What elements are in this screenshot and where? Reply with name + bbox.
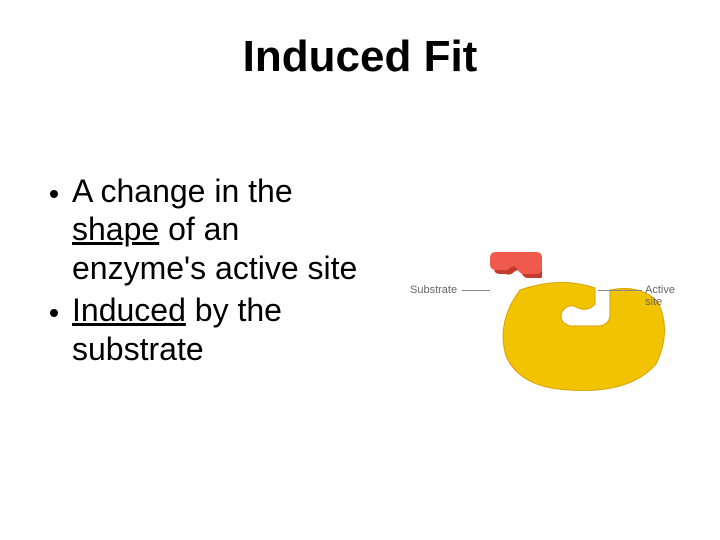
- enzyme-path: [503, 282, 664, 390]
- bullet-item: A change in the shape of an enzyme's act…: [50, 172, 380, 287]
- substrate-shape-icon: [490, 250, 542, 282]
- bullet-underline: shape: [72, 211, 159, 247]
- bullet-list: A change in the shape of an enzyme's act…: [50, 172, 380, 372]
- active-site-label: Active site: [645, 284, 690, 308]
- enzyme-shape-icon: [500, 282, 665, 392]
- enzyme-diagram: Substrate Active site: [420, 242, 690, 402]
- slide: Induced Fit A change in the shape of an …: [0, 32, 720, 540]
- substrate-leader-line: [462, 290, 490, 291]
- bullet-item: Induced by the substrate: [50, 291, 380, 368]
- bullet-underline: Induced: [72, 292, 186, 328]
- substrate-label: Substrate: [410, 284, 457, 296]
- bullet-dot-icon: [50, 309, 58, 317]
- bullet-pre: A change in the: [72, 173, 293, 209]
- bullet-text: Induced by the substrate: [72, 291, 380, 368]
- bullet-dot-icon: [50, 190, 58, 198]
- slide-title: Induced Fit: [0, 32, 720, 82]
- bullet-text: A change in the shape of an enzyme's act…: [72, 172, 380, 287]
- active-site-leader-line: [598, 290, 642, 291]
